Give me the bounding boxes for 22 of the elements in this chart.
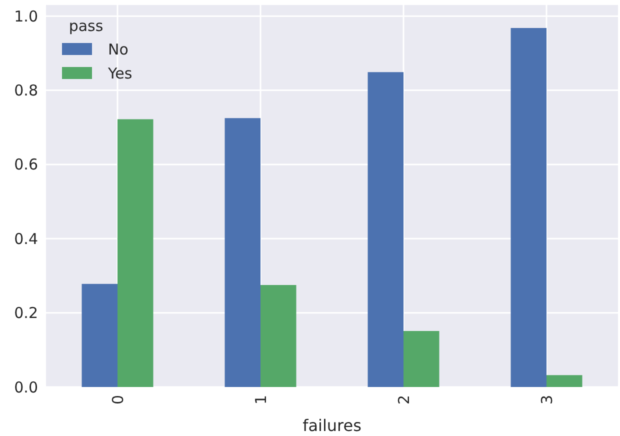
bar — [546, 375, 582, 387]
bar — [404, 331, 440, 387]
legend-title: pass — [68, 17, 104, 35]
x-tick-label: 2 — [394, 395, 413, 405]
y-tick-label: 0.4 — [14, 230, 38, 248]
y-tick-label: 0.0 — [14, 378, 38, 396]
y-tick-label: 1.0 — [14, 7, 38, 26]
bar — [368, 72, 404, 387]
bar — [224, 118, 260, 387]
bar — [260, 285, 296, 387]
x-tick-label: 1 — [252, 395, 270, 405]
legend-label: No — [108, 40, 128, 58]
y-tick-label: 0.8 — [14, 82, 38, 100]
bar — [118, 119, 154, 387]
legend-label: Yes — [107, 64, 132, 82]
bar — [510, 28, 546, 387]
x-tick-label: 0 — [108, 395, 127, 405]
bar — [82, 284, 118, 387]
y-tick-label: 0.2 — [14, 304, 38, 322]
x-axis-title: failures — [302, 416, 362, 435]
y-tick-label: 0.6 — [14, 156, 38, 174]
x-tick-label: 3 — [538, 395, 556, 405]
